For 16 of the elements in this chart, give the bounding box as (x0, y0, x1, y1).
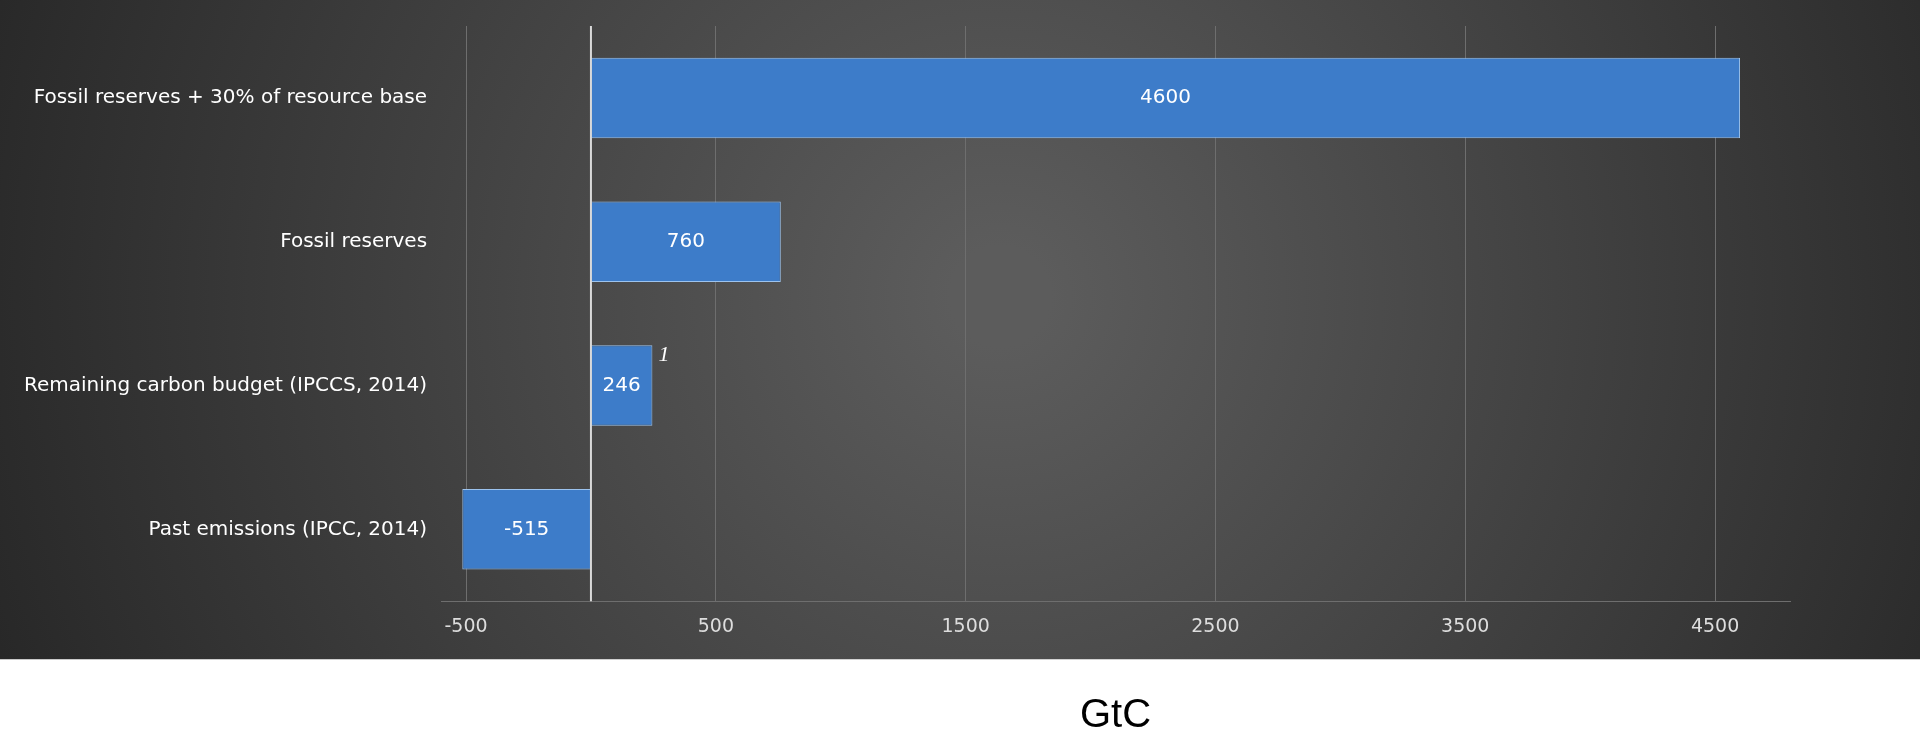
data-label: -515 (503, 515, 550, 540)
x-tick-label: 1500 (941, 613, 990, 636)
data-label: 4600 (1140, 84, 1191, 109)
x-tick-label: -500 (444, 613, 488, 636)
annotation: 1 (658, 341, 670, 367)
data-label: 246 (602, 371, 641, 396)
y-tick-label: Remaining carbon budget (IPCCS, 2014) (23, 371, 428, 396)
x-tick-label: 500 (697, 613, 734, 636)
x-tick-label: 4500 (1690, 613, 1740, 636)
y-tick-label: Fossil reserves (280, 227, 428, 252)
y-tick-label: Past emissions (IPCC, 2014) (148, 515, 428, 540)
x-tick-label: 2500 (1191, 613, 1240, 636)
y-tick-label: Fossil reserves + 30% of resource base (33, 84, 428, 109)
x-axis-title: GtC (1079, 691, 1152, 736)
x-tick-label: 3500 (1441, 613, 1490, 636)
data-label: 760 (666, 227, 705, 252)
